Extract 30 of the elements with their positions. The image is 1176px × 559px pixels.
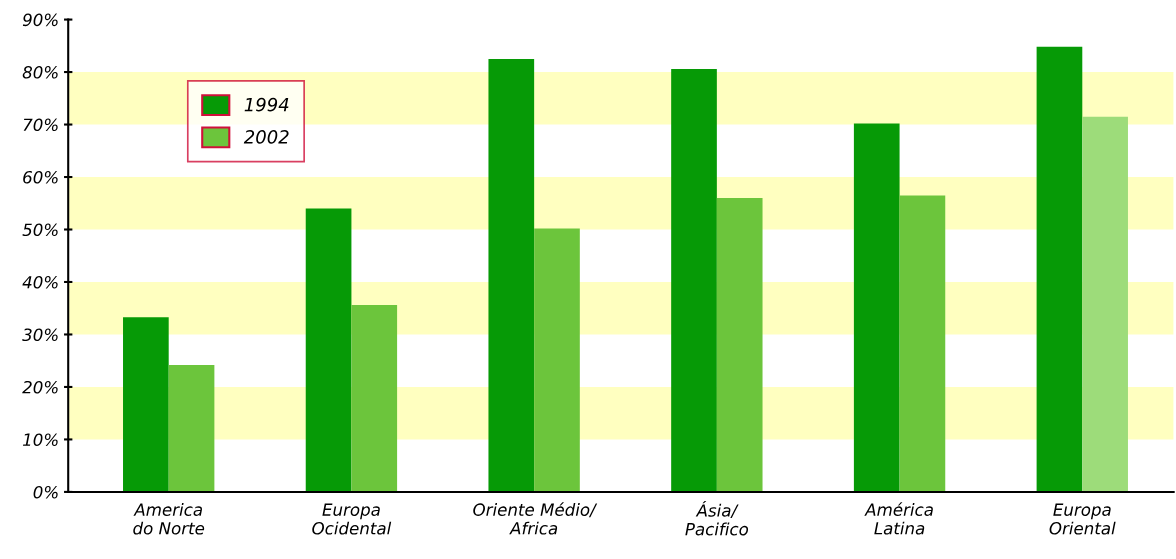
y-tick-label: 50% xyxy=(22,223,58,237)
x-tick-label: Ásia/ Pacifico xyxy=(685,501,749,536)
bar xyxy=(351,305,398,492)
x-tick-label: Europa Oriental xyxy=(1049,503,1116,535)
y-tick-label: 70% xyxy=(23,118,58,132)
bar xyxy=(899,195,946,492)
bar xyxy=(168,364,215,492)
bar xyxy=(716,198,763,492)
bar xyxy=(671,68,717,492)
y-tick-label: 90% xyxy=(22,13,58,27)
bar xyxy=(534,228,580,492)
y-tick-label: 20% xyxy=(22,380,58,394)
bar xyxy=(1082,116,1128,492)
y-tick-label: 30% xyxy=(22,328,58,342)
x-tick-label: Europa Ocidental xyxy=(312,503,392,535)
bar xyxy=(305,208,352,492)
bar xyxy=(123,317,169,492)
bar xyxy=(1036,46,1083,492)
y-tick-label: 40% xyxy=(22,275,58,289)
y-tick-label: 0% xyxy=(33,485,58,499)
y-tick-label: 10% xyxy=(22,433,58,447)
y-tick-label: 60% xyxy=(23,170,58,184)
bar xyxy=(853,123,900,492)
x-tick-label: America do Norte xyxy=(133,503,205,535)
legend-label: 2002 xyxy=(243,130,289,144)
bar xyxy=(488,58,535,492)
x-tick-label: Oriente Médio/ Africa xyxy=(473,502,598,535)
x-tick-label: América Latina xyxy=(864,502,933,535)
y-tick-label: 80% xyxy=(22,66,58,79)
legend-label: 1994 xyxy=(244,97,289,112)
